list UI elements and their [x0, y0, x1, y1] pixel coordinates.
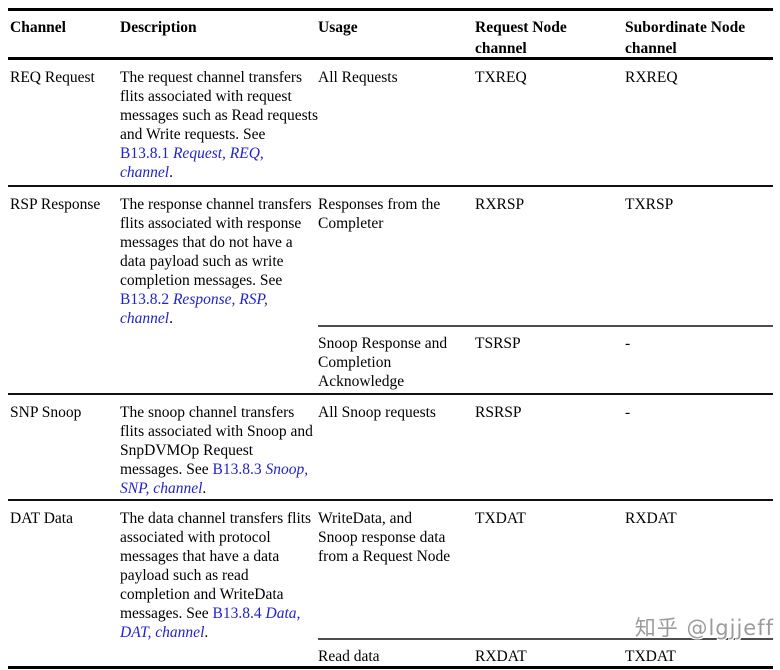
zhihu-watermark: 知乎 @lgjjeff [634, 616, 774, 640]
channel-cell: DAT Data [10, 510, 73, 527]
subordinate-node-cell: - [625, 404, 631, 421]
request-node-cell: RSRSP [475, 404, 522, 421]
ref-link[interactable]: B13.8.2 [120, 291, 170, 308]
column-header-usage: Usage [318, 19, 358, 36]
subordinate-node-cell: - [625, 335, 631, 352]
channel-cell: SNP Snoop [10, 404, 82, 421]
usage-cell: WriteData, and Snoop response data from … [318, 510, 451, 565]
usage-cell: All Snoop requests [318, 404, 436, 421]
channel-cell: RSP Response [10, 196, 101, 213]
description-text: The snoop channel transfers flits associ… [120, 404, 313, 478]
subordinate-node-cell: RXDAT [625, 510, 677, 527]
column-header-request-node-channel: Request Node channel [475, 19, 567, 57]
description-cell: The response channel transfers flits ass… [120, 187, 318, 393]
request-node-cell: TXDAT [475, 510, 526, 527]
request-node-cell: RXRSP [475, 196, 525, 213]
description-cell: The snoop channel transfers flits associ… [120, 395, 318, 499]
subrow: Read data RXDAT TXDAT [318, 638, 773, 666]
ref-link-italic[interactable]: Request, REQ, channel [120, 145, 264, 181]
description-period: . [169, 164, 173, 181]
description-cell: The data channel transfers flits associa… [120, 501, 318, 666]
subordinate-node-cell: RXREQ [625, 69, 678, 86]
ref-link-italic[interactable]: Data, DAT, channel [120, 605, 301, 641]
subrow: All Snoop requests RSRSP - [318, 395, 773, 422]
request-node-cell: RXDAT [475, 648, 527, 665]
description-text: The request channel transfers flits asso… [120, 69, 319, 143]
subordinate-node-cell: TXRSP [625, 196, 674, 213]
table-header-row: Channel Description Usage Request Node c… [8, 11, 773, 60]
subrows: All Snoop requests RSRSP - [318, 395, 773, 499]
channel-cell: REQ Request [10, 69, 95, 86]
ref-link-italic[interactable]: Snoop, SNP, channel [120, 461, 309, 497]
table-row-req: REQ Request The request channel transfer… [8, 60, 773, 187]
description-cell: The request channel transfers flits asso… [120, 60, 318, 185]
subrows: WriteData, and Snoop response data from … [318, 501, 773, 666]
description-text: The data channel transfers flits associa… [120, 510, 312, 622]
description-period: . [169, 310, 173, 327]
subrows: All Requests TXREQ RXREQ [318, 60, 773, 185]
ref-link[interactable]: B13.8.3 [212, 461, 262, 478]
column-header-subordinate-node-channel: Subordinate Node channel [625, 19, 746, 57]
subrow: Snoop Response and Completion Acknowledg… [318, 325, 773, 393]
column-header-channel: Channel [10, 19, 66, 36]
subordinate-node-cell: TXDAT [625, 648, 676, 665]
subrows: Responses from the Completer RXRSP TXRSP… [318, 187, 773, 393]
usage-cell: Responses from the Completer [318, 196, 441, 232]
ref-link[interactable]: B13.8.1 [120, 145, 170, 162]
description-period: . [202, 480, 207, 497]
ref-link[interactable]: B13.8.4 [212, 605, 262, 622]
table-row-rsp: RSP Response The response channel transf… [8, 187, 773, 395]
channels-table: Channel Description Usage Request Node c… [8, 8, 773, 669]
usage-cell: Read data [318, 648, 380, 665]
request-node-cell: TSRSP [475, 335, 521, 352]
description-period: . [204, 624, 209, 641]
table-row-snp: SNP Snoop The snoop channel transfers fl… [8, 395, 773, 501]
table-row-dat: DAT Data The data channel transfers flit… [8, 501, 773, 666]
usage-cell: Snoop Response and Completion Acknowledg… [318, 335, 448, 390]
subrow: Responses from the Completer RXRSP TXRSP [318, 187, 773, 325]
usage-cell: All Requests [318, 69, 398, 86]
subrow: All Requests TXREQ RXREQ [318, 60, 773, 87]
subrow: WriteData, and Snoop response data from … [318, 501, 773, 638]
description-text: The response channel transfers flits ass… [120, 196, 312, 289]
column-header-description: Description [120, 19, 197, 36]
ref-link-italic[interactable]: Response, RSP, channel [120, 291, 268, 327]
request-node-cell: TXREQ [475, 69, 527, 86]
